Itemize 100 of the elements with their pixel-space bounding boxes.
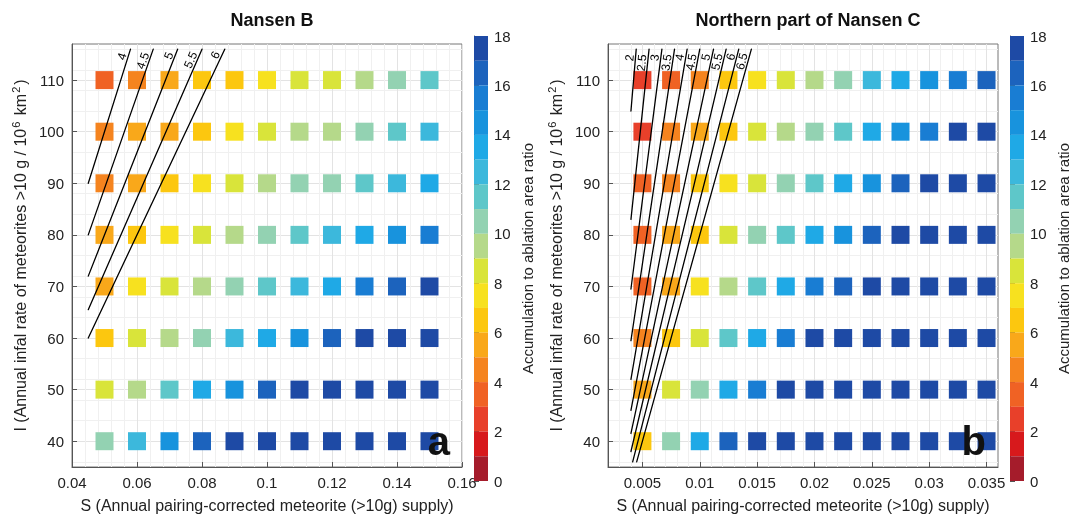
point [748,432,767,451]
point [834,432,853,451]
point [323,174,341,193]
x-tick-label: 0.025 [853,474,891,491]
point [862,380,881,399]
point [948,225,967,244]
point [805,174,824,193]
color-bar-label: 8 [494,274,503,292]
point [948,277,967,296]
color-bar-label: 6 [1030,324,1039,342]
point [95,174,114,193]
point [891,329,910,348]
x-tick-label: 0.02 [799,474,830,491]
point [388,380,406,399]
point [948,174,967,193]
point [862,329,881,348]
color-bar-title: Accumulation to ablation area ratio [519,143,536,374]
color-bar-label: 16 [1030,76,1047,94]
y-axis-title: I (Annual infal rate of meteorites >10 g / 106 km2) [10,79,29,432]
y-axis-title: I (Annual infal rate of meteorites >10 g / 106 km2) [546,79,565,432]
point [805,432,824,451]
point [948,380,967,399]
color-bar-label: 2 [494,423,503,441]
x-tick-label: 0.04 [57,474,87,491]
point [662,71,681,90]
point [388,225,406,244]
y-tick-label: 60 [583,329,600,347]
point [128,71,146,90]
x-tick-label: 0.015 [738,474,776,491]
y-tick-label: 80 [583,226,600,244]
x-axis-title: S (Annual pairing-corrected meteorite (>10g) supply) [616,496,990,514]
color-bar-label: 12 [494,175,511,193]
point [862,432,881,451]
point [776,71,795,90]
point [805,380,824,399]
point [977,277,996,296]
point [225,432,244,451]
point [748,71,767,90]
point [948,71,967,90]
annotation: a [427,419,451,463]
point [834,122,853,141]
point [977,380,996,399]
x-tick-label: 0.06 [122,474,152,491]
point [977,71,996,90]
x-tick-label: 0.1 [256,474,278,491]
point [891,277,910,296]
point [355,380,374,399]
point [920,432,939,451]
y-tick-label: 60 [47,329,64,347]
y-tick-label: 110 [576,71,600,89]
point [920,277,939,296]
color-bar-label: 14 [494,126,511,144]
text: 4 [672,52,688,62]
point [920,380,939,399]
point [862,71,881,90]
point [420,380,439,399]
x-tick-label: 0.14 [382,474,412,491]
x-tick-label: 0.03 [914,474,944,491]
color-bar-label: 12 [1030,175,1047,193]
point [891,71,910,90]
y-tick-label: 90 [47,174,64,192]
point [834,71,853,90]
y-tick-label: 40 [47,432,64,450]
point [290,432,309,451]
point [323,432,341,451]
text: 5.5 [181,49,201,71]
point [834,329,853,348]
chart-title: Northern part of Nansen C [695,10,921,30]
point [290,380,309,399]
x-tick-label: 0.035 [967,474,1006,491]
point [948,122,967,141]
color-bar-label: 4 [1030,373,1039,391]
point [776,225,795,244]
color-bar-label: 6 [494,324,503,342]
text: 5 [160,49,177,62]
y-tick-label: 70 [47,277,64,295]
x-tick-label: 0.16 [447,474,477,491]
point [355,329,374,348]
x-tick-label: 0.08 [187,474,217,491]
annotation: b [961,419,986,463]
x-tick-label: 0.005 [623,474,662,491]
point [420,329,439,348]
color-bar-label: 18 [494,27,511,45]
color-bar-label: 8 [1030,274,1039,292]
y-tick-label: 50 [583,381,600,399]
point [95,71,114,90]
point [776,432,795,451]
color-bar-title: Accumulation to ablation area ratio [1055,143,1072,374]
point [95,122,114,141]
point [891,225,910,244]
point [977,122,996,141]
x-tick-label: 0.12 [317,474,347,491]
color-bar-label: 10 [1030,225,1047,243]
color-bar-label: 10 [494,225,511,243]
y-tick-label: 40 [583,432,600,450]
point [388,432,406,451]
color-bar-label: 14 [1030,126,1047,144]
point [323,380,341,399]
point [977,329,996,348]
point [355,432,374,451]
